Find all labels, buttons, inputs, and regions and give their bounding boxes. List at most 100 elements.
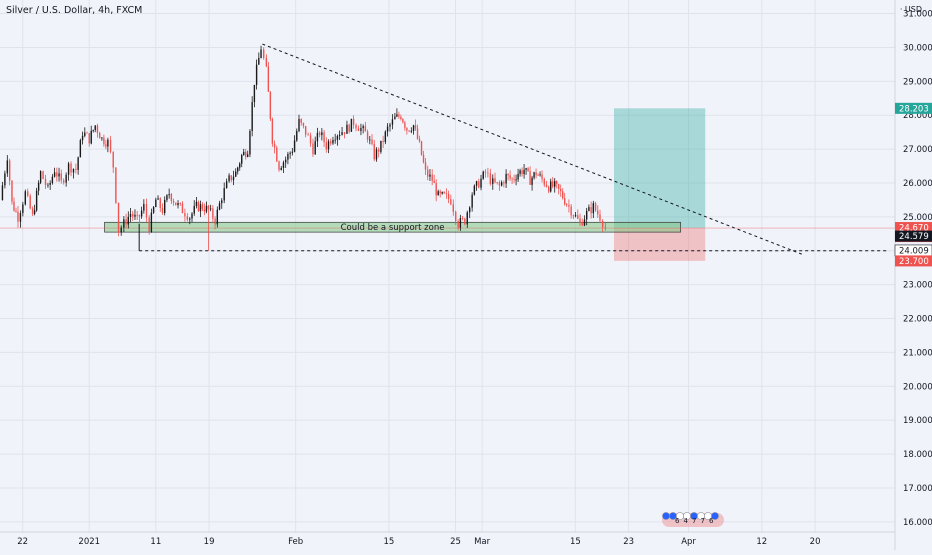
candle-body: [271, 119, 274, 144]
candle-body: [316, 132, 319, 142]
event-marker: [662, 512, 670, 520]
candle-body: [541, 174, 543, 180]
candle-body: [396, 114, 398, 117]
candle-body: [362, 126, 364, 129]
candle-body: [346, 124, 348, 134]
time-axis[interactable]: 22 2021 11 19 Feb 15 25 Mar 15 23 Apr 12 20: [0, 531, 895, 547]
candle-body: [525, 168, 527, 170]
candle-body: [123, 219, 125, 228]
candle-body: [539, 174, 541, 176]
candle-body: [494, 178, 496, 183]
price-tick-label: 25.000: [903, 213, 932, 223]
candle-body: [96, 125, 99, 133]
candle-body: [443, 191, 445, 194]
candle-body: [424, 162, 427, 170]
candle-body: [452, 204, 454, 212]
price-axis[interactable]: 31.000 30.000 29.000 28.000 27.000 26.000 25.0…: [894, 0, 932, 550]
candle-body: [230, 175, 232, 181]
candle-body: [81, 135, 84, 141]
candle-body: [31, 208, 34, 214]
candle-body: [473, 185, 476, 195]
candle-body: [56, 172, 58, 177]
candle-body: [521, 170, 523, 175]
price-label-box: [895, 102, 932, 114]
time-tick-label: 2021: [78, 537, 100, 547]
candle-body: [138, 214, 141, 217]
candle-body: [161, 207, 164, 213]
candle-body: [533, 172, 535, 178]
price-tick-label: 22.000: [903, 315, 932, 325]
candle-body: [562, 191, 564, 199]
candle-body: [348, 124, 350, 132]
candle-body: [72, 168, 75, 173]
candle-body: [312, 143, 314, 155]
time-tick-label: 25: [450, 537, 461, 547]
candle-body: [101, 137, 103, 139]
time-tick-label: 15: [570, 537, 581, 547]
candle-body: [332, 139, 334, 144]
candle-body: [560, 189, 562, 192]
candle-body: [304, 125, 307, 135]
candle-body: [325, 142, 328, 150]
candle-body: [515, 179, 517, 181]
candle-body: [237, 167, 239, 172]
candle-body: [86, 132, 88, 134]
candle-body: [394, 116, 396, 120]
candle-body: [181, 203, 184, 214]
candle-body: [92, 129, 94, 131]
candle-body: [323, 132, 325, 143]
candle-body: [245, 151, 247, 157]
candle-body: [164, 200, 166, 213]
candle-body: [175, 202, 177, 206]
candle-body: [143, 203, 145, 211]
candle-body: [437, 191, 439, 196]
candle-body: [487, 172, 489, 174]
candle-body: [300, 118, 302, 123]
candle-body: [327, 141, 330, 150]
candle-body: [570, 206, 572, 216]
candle-body: [552, 181, 554, 187]
candle-body: [431, 174, 433, 181]
candle-body: [136, 214, 138, 216]
candle-body: [148, 217, 150, 232]
candle-body: [558, 184, 560, 190]
candle-body: [588, 207, 590, 211]
support-zone-label: Could be a support zone: [341, 223, 445, 233]
candle-body: [418, 138, 421, 142]
price-tick-label: 19.000: [903, 416, 932, 426]
candle-body: [433, 180, 435, 184]
candle-body: [44, 179, 47, 186]
candle-body: [500, 182, 503, 186]
candle-body: [318, 132, 321, 136]
candle-body: [382, 140, 384, 143]
price-label-box: [895, 255, 932, 267]
time-tick-label: Mar: [474, 537, 491, 547]
candle-body: [37, 182, 40, 191]
candle-body: [296, 131, 298, 141]
candle-body: [1, 185, 4, 200]
candle-body: [223, 188, 225, 201]
candle-body: [51, 176, 54, 184]
candle-body: [58, 173, 60, 177]
candle-body: [166, 195, 168, 201]
candle-body: [498, 182, 501, 186]
candle-body: [511, 178, 513, 180]
candle-body: [386, 126, 389, 132]
candle-body: [341, 132, 343, 135]
chart-title: Silver / U.S. Dollar, 4h, FXCM: [6, 5, 143, 16]
candle-body: [565, 204, 568, 206]
candle-body: [466, 212, 468, 225]
candle-body: [457, 221, 459, 228]
candle-body: [447, 193, 450, 200]
candle-body: [336, 136, 339, 140]
candle-body: [545, 184, 548, 187]
candle-body: [232, 176, 235, 181]
candle-body: [375, 149, 378, 160]
candle-body: [15, 210, 17, 212]
candle-body: [513, 178, 515, 180]
time-tick-label: 15: [383, 537, 394, 547]
candle-body: [273, 143, 276, 148]
